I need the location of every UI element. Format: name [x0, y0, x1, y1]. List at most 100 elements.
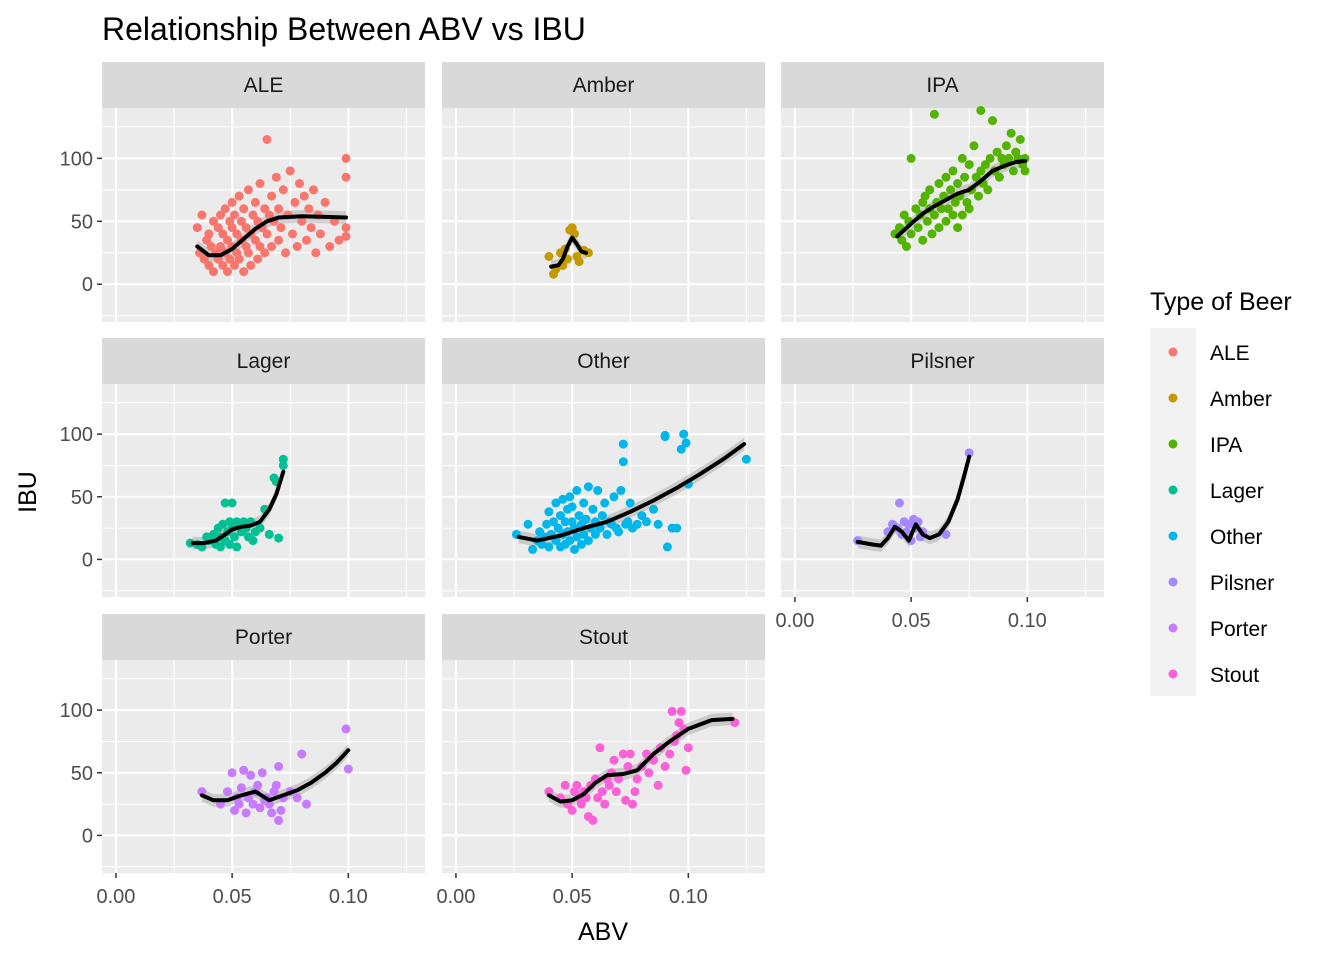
data-point-porter [223, 787, 232, 797]
data-point-porter [264, 799, 274, 809]
data-point-stout [653, 780, 663, 790]
x-tick-label: 0.00 [96, 886, 135, 908]
data-point-ipa [941, 172, 951, 182]
data-point-ale [264, 210, 274, 220]
panel-background [781, 384, 1104, 597]
data-point-ale [234, 254, 244, 264]
data-point-stout [628, 799, 637, 809]
data-point-other [632, 519, 642, 529]
data-point-other [679, 429, 689, 439]
data-point-other [741, 454, 751, 464]
data-point-other [618, 457, 628, 467]
legend-label-stout: Stout [1210, 664, 1259, 687]
trend-line-pilsner [855, 454, 972, 548]
data-point-ale [253, 254, 263, 264]
panel-ale: ALE 0 50 100 [60, 62, 425, 322]
data-point-other [579, 498, 589, 508]
data-point-ipa [922, 216, 932, 226]
data-point-ale [311, 248, 321, 258]
data-point-lager [220, 498, 230, 508]
data-point-ipa [948, 166, 958, 176]
y-tick-label: 100 [60, 424, 93, 446]
data-point-ipa [948, 210, 958, 220]
data-point-ipa [981, 160, 990, 170]
y-tick-label: 0 [82, 825, 93, 847]
trend-line-amber [549, 235, 589, 269]
data-point-ale [320, 197, 330, 207]
data-point-ale [304, 204, 314, 214]
panel-background [442, 660, 765, 873]
data-point-ale [236, 216, 246, 226]
data-point-ale [243, 185, 253, 195]
data-point-ipa [913, 223, 923, 233]
data-point-lager [278, 454, 288, 464]
data-point-ipa [953, 179, 963, 188]
data-point-other [549, 517, 558, 527]
data-point-ipa [976, 106, 986, 115]
data-point-ale [243, 248, 253, 258]
legend-entries: ALE Amber IPA Lager Other Pilsner Porter Stout [1168, 342, 1274, 687]
data-point-pilsner [964, 448, 974, 458]
data-point-ipa [929, 210, 939, 220]
data-point-ipa [897, 235, 907, 245]
data-point-stout [597, 787, 607, 797]
data-point-ale [213, 223, 223, 233]
data-point-other [537, 539, 547, 549]
data-point-porter [227, 768, 237, 778]
panel-background [781, 108, 1104, 322]
data-point-other [676, 444, 686, 454]
strip-label-other: Other [577, 350, 630, 373]
data-point-ipa [1004, 153, 1014, 163]
data-point-ale [218, 260, 228, 270]
data-point-porter [236, 783, 246, 793]
data-point-ale [285, 166, 295, 176]
data-point-ipa [1015, 135, 1025, 144]
strip-other [442, 338, 765, 384]
panel-background [102, 384, 425, 597]
data-point-ale [334, 235, 344, 245]
data-point-ipa [969, 141, 979, 151]
panel-other: Other [442, 338, 765, 597]
data-point-ale [274, 235, 284, 245]
data-point-ipa [911, 204, 921, 214]
strip-label-pilsner: Pilsner [910, 350, 974, 373]
data-point-ale [267, 242, 277, 251]
data-point-other [583, 536, 593, 546]
legend-key-ipa [1168, 439, 1178, 449]
data-point-other [600, 498, 610, 508]
data-point-ipa [906, 153, 916, 163]
trend-line-ale [195, 214, 348, 258]
legend-label-ale: ALE [1210, 342, 1250, 365]
data-point-ale [225, 254, 235, 264]
x-axis-title: ABV [578, 918, 628, 946]
data-point-stout [667, 706, 677, 716]
legend-key-pilsner [1168, 577, 1178, 587]
data-point-ale [246, 260, 256, 270]
data-point-lager [255, 523, 265, 533]
data-point-ale [315, 229, 325, 239]
data-point-porter [257, 768, 267, 778]
data-point-stout [665, 749, 675, 759]
panel-background [102, 108, 425, 322]
data-point-other [614, 527, 624, 537]
data-point-ale [260, 204, 270, 214]
data-point-ale [204, 260, 214, 270]
data-point-porter [239, 765, 249, 775]
strip-porter [102, 614, 425, 660]
data-point-porter [234, 799, 244, 809]
data-point-ipa [992, 147, 1002, 157]
panel-ipa: IPA [781, 62, 1104, 322]
data-point-stout [544, 787, 554, 797]
data-point-amber [544, 252, 554, 261]
panel-background [102, 660, 425, 873]
data-point-stout [593, 793, 603, 803]
data-point-ale [197, 210, 207, 220]
x-tick-label: 0.00 [436, 886, 475, 908]
data-point-other [681, 438, 691, 448]
data-point-ale [241, 223, 251, 233]
data-point-other [565, 492, 575, 502]
data-point-lager [227, 498, 237, 508]
legend-label-ipa: IPA [1210, 434, 1242, 457]
data-point-other [616, 486, 626, 495]
data-point-ipa [988, 116, 997, 126]
